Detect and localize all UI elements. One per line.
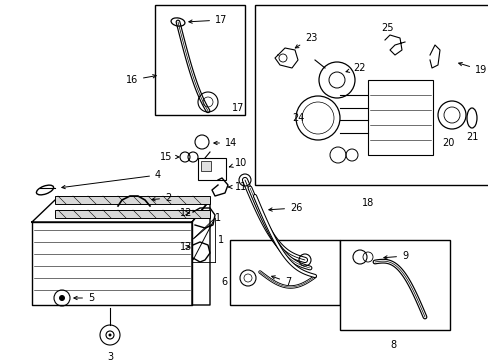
Bar — [367, 80, 432, 155]
Bar — [339, 240, 449, 330]
Bar — [198, 158, 225, 180]
Text: 26: 26 — [268, 203, 302, 213]
Text: 17: 17 — [188, 15, 227, 25]
Text: 11: 11 — [228, 182, 247, 192]
Circle shape — [59, 295, 65, 301]
Text: 14: 14 — [213, 138, 237, 148]
Circle shape — [108, 333, 111, 337]
Text: 5: 5 — [74, 293, 94, 303]
Bar — [254, 5, 488, 185]
Bar — [55, 196, 209, 204]
Text: 3: 3 — [107, 352, 113, 360]
Text: 22: 22 — [346, 63, 365, 73]
Text: 12: 12 — [179, 208, 192, 218]
Bar — [201, 161, 210, 171]
Text: 1: 1 — [194, 213, 221, 238]
Text: 19: 19 — [458, 63, 486, 75]
Text: 1: 1 — [218, 235, 224, 245]
Text: 24: 24 — [292, 113, 305, 123]
Text: 23: 23 — [295, 33, 317, 48]
Text: 6: 6 — [222, 277, 227, 287]
Text: 8: 8 — [389, 340, 395, 350]
Bar — [229, 240, 339, 305]
Text: 25: 25 — [381, 23, 393, 33]
Bar — [55, 210, 209, 218]
Text: 13: 13 — [180, 242, 192, 252]
Text: 20: 20 — [441, 138, 453, 148]
Text: 18: 18 — [361, 198, 373, 208]
Text: 16: 16 — [125, 75, 156, 85]
Text: 9: 9 — [383, 251, 407, 261]
Bar — [155, 5, 244, 115]
Text: 2: 2 — [152, 193, 171, 203]
Text: 4: 4 — [61, 170, 161, 189]
Text: 17: 17 — [231, 103, 244, 113]
Text: 15: 15 — [159, 152, 179, 162]
Text: 10: 10 — [229, 158, 247, 168]
Text: 21: 21 — [465, 132, 477, 142]
Text: 7: 7 — [271, 276, 291, 287]
